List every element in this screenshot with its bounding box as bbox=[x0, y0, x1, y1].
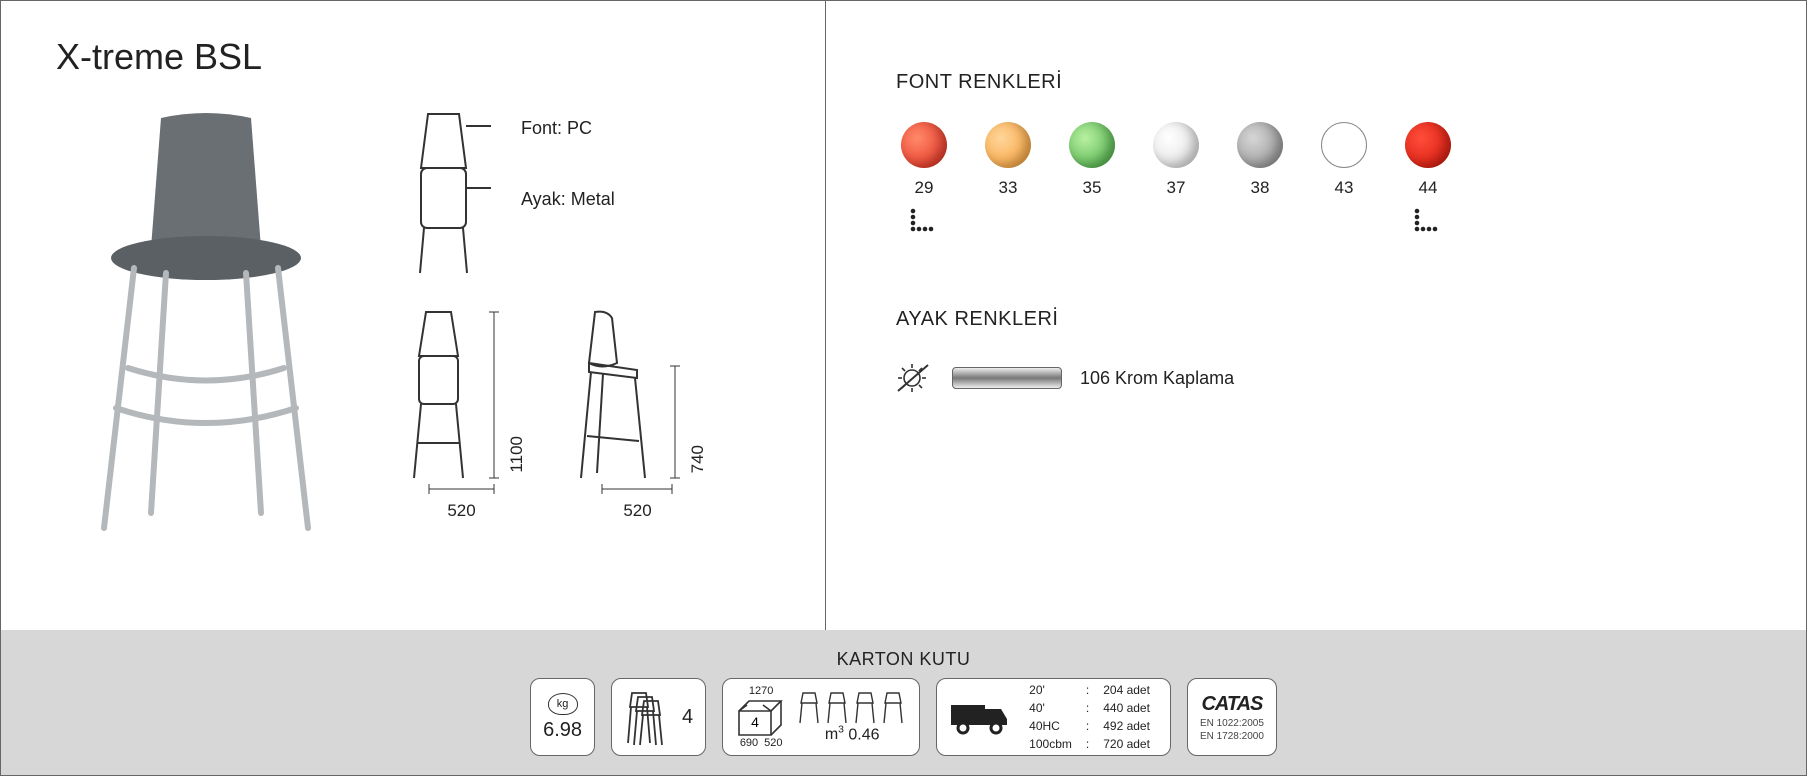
dim-front-width: 520 bbox=[447, 501, 475, 521]
swatch-circle bbox=[985, 122, 1031, 168]
kg-icon: kg bbox=[548, 693, 578, 715]
swatch-code: 33 bbox=[999, 178, 1018, 198]
stack-icon bbox=[624, 687, 672, 747]
badge-weight: kg 6.98 bbox=[530, 678, 595, 756]
product-title: X-treme BSL bbox=[56, 36, 775, 78]
material-diagram: Font: PC Ayak: Metal bbox=[396, 108, 775, 278]
color-swatch: 29 bbox=[896, 122, 952, 228]
swatch-code: 37 bbox=[1167, 178, 1186, 198]
swatch-code: 29 bbox=[915, 178, 934, 198]
swatch-circle bbox=[1069, 122, 1115, 168]
carton-heading: KARTON KUTU bbox=[837, 649, 971, 670]
ship-qty: 204 adet bbox=[1097, 682, 1156, 698]
dots-l-icon bbox=[1414, 208, 1442, 228]
swatch-circle bbox=[1153, 122, 1199, 168]
color-swatch: 37 bbox=[1148, 122, 1204, 228]
leg-color-row: 106 Krom Kaplama bbox=[896, 361, 1746, 395]
cert-std1: EN 1022:2005 bbox=[1200, 718, 1264, 729]
colors-panel: FONT RENKLERİ 29 33 35 37 38 43 44 AYAK RENKLE… bbox=[826, 1, 1806, 630]
dimensions-diagram: 1100 520 bbox=[396, 308, 775, 521]
ship-qty: 492 adet bbox=[1097, 718, 1156, 734]
dim-side-height: 740 bbox=[688, 445, 708, 473]
swatch-code: 43 bbox=[1335, 178, 1354, 198]
dim-front-height: 1100 bbox=[507, 436, 527, 473]
box-w: 690 bbox=[740, 737, 758, 749]
swatch-circle bbox=[901, 122, 947, 168]
color-swatch: 33 bbox=[980, 122, 1036, 228]
color-swatch: 44 bbox=[1400, 122, 1456, 228]
stack-qty: 4 bbox=[682, 706, 693, 729]
units-row-icon bbox=[797, 691, 907, 725]
material-font-label: Font: PC bbox=[521, 118, 615, 139]
ship-container: 100cbm bbox=[1023, 736, 1078, 752]
box-volume: 0.46 bbox=[848, 726, 879, 743]
volume-unit: m3 bbox=[825, 726, 844, 743]
cert-std2: EN 1728:2000 bbox=[1200, 731, 1264, 742]
swatch-code: 35 bbox=[1083, 178, 1102, 198]
ship-qty: 720 adet bbox=[1097, 736, 1156, 752]
ship-container: 40HC bbox=[1023, 718, 1078, 734]
svg-text:4: 4 bbox=[751, 714, 759, 730]
badge-cert: CATAS EN 1022:2005 EN 1728:2000 bbox=[1187, 678, 1277, 756]
color-swatch: 38 bbox=[1232, 122, 1288, 228]
weight-value: 6.98 bbox=[543, 719, 582, 742]
shipping-table: 20':204 adet40':440 adet40HC:492 adet100… bbox=[1021, 680, 1158, 755]
badge-box: 1270 4 690 520 bbox=[722, 678, 920, 756]
badge-shipping: 20':204 adet40':440 adet40HC:492 adet100… bbox=[936, 678, 1171, 756]
swatch-circle bbox=[1321, 122, 1367, 168]
product-photo bbox=[56, 108, 356, 538]
swatch-code: 44 bbox=[1419, 178, 1438, 198]
cert-name: CATAS bbox=[1201, 693, 1262, 716]
product-panel: X-treme BSL bbox=[1, 1, 826, 630]
carton-footer: KARTON KUTU kg 6.98 4 bbox=[1, 630, 1806, 775]
font-colors-heading: FONT RENKLERİ bbox=[896, 71, 1746, 94]
box-h: 1270 bbox=[749, 685, 773, 697]
swatch-code: 38 bbox=[1251, 178, 1270, 198]
swatch-circle bbox=[1405, 122, 1451, 168]
color-swatch: 35 bbox=[1064, 122, 1120, 228]
box-d: 520 bbox=[764, 737, 782, 749]
dim-side-width: 520 bbox=[623, 501, 651, 521]
dots-l-icon bbox=[910, 208, 938, 228]
color-swatch: 43 bbox=[1316, 122, 1372, 228]
chrome-tube-icon bbox=[952, 367, 1062, 389]
box-icon: 4 bbox=[735, 697, 787, 737]
no-light-icon bbox=[896, 361, 934, 395]
badge-stack: 4 bbox=[611, 678, 706, 756]
material-leg-label: Ayak: Metal bbox=[521, 189, 615, 210]
ship-container: 40' bbox=[1023, 700, 1078, 716]
truck-icon bbox=[949, 697, 1011, 737]
ship-qty: 440 adet bbox=[1097, 700, 1156, 716]
font-color-swatches: 29 33 35 37 38 43 44 bbox=[896, 122, 1746, 228]
leg-colors-heading: AYAK RENKLERİ bbox=[896, 308, 1746, 331]
ship-container: 20' bbox=[1023, 682, 1078, 698]
leg-color-label: 106 Krom Kaplama bbox=[1080, 368, 1234, 389]
swatch-circle bbox=[1237, 122, 1283, 168]
